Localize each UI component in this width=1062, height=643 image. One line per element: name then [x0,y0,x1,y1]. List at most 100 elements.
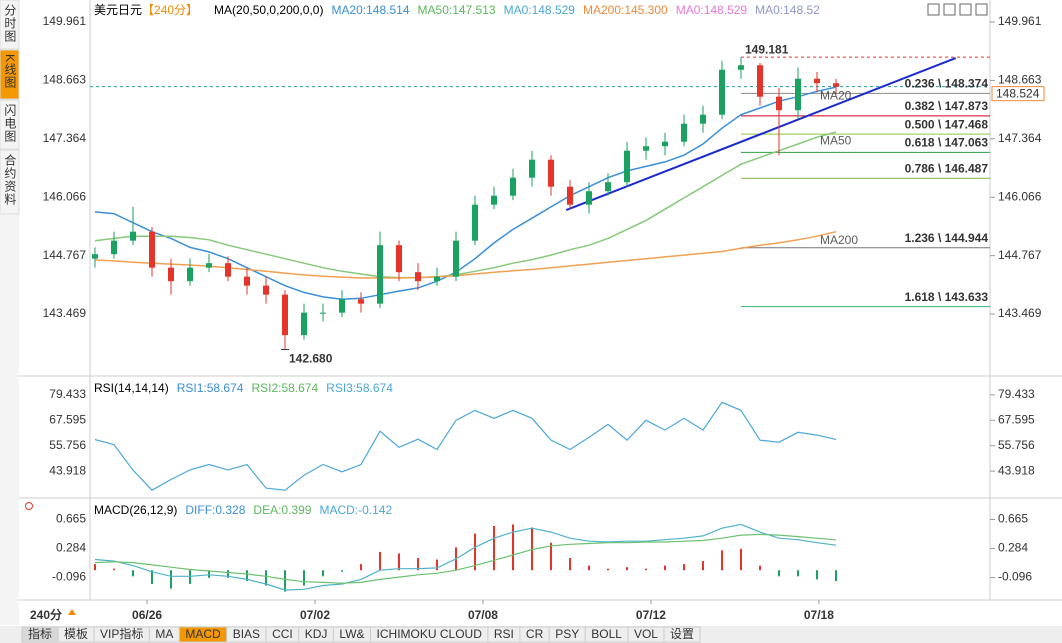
period-button[interactable]: 240分 [30,607,62,622]
macd-line [94,523,837,591]
toolbar-button[interactable]: VOL [634,627,658,641]
candle-body [434,276,440,282]
sidebar-tab-label[interactable]: 合约资料 [3,153,17,206]
candle-body [605,182,611,192]
y-tick-label: 149.961 [998,14,1042,28]
toolbar-button-bg[interactable] [663,626,701,643]
candle-body [833,83,839,87]
toolbar-button[interactable]: RSI [494,627,514,641]
period-arrow[interactable] [68,609,76,615]
sidebar-tab-label[interactable]: 分时图 [3,4,17,43]
indicator-value: RSI2:58.674 [251,381,318,395]
trendline[interactable] [565,57,957,212]
fib-label: 0.618 \ 147.063 [905,136,989,150]
candle-body [643,146,649,151]
low-label: 142.680 [289,352,333,366]
window-buttons[interactable] [927,3,988,16]
candle-body [548,159,554,187]
sidebar-tab[interactable] [0,99,20,150]
toolbar-button[interactable]: BOLL [591,627,622,641]
indicator-value: MACD:-0.142 [319,503,392,517]
sidebar-tab[interactable] [0,149,20,215]
candle-body [776,96,782,111]
indicator-value: RSI3:58.674 [326,381,393,395]
candle-body [415,272,421,282]
toolbar-button[interactable]: BIAS [233,627,260,641]
candle-body [282,294,288,336]
ma-line [94,86,837,300]
button[interactable] [975,3,988,16]
ma-label: MA200 [820,233,858,247]
x-tick-label: 07/08 [468,608,498,622]
fib-label: 1.236 \ 144.944 [905,231,989,245]
y-tick-label: -0.096 [52,570,86,584]
toolbar-button[interactable]: MACD [185,627,221,641]
candle-body [567,186,573,205]
y-tick-label: 43.918 [49,463,86,477]
candle-body [795,78,801,111]
button[interactable] [943,3,956,16]
candle-body [263,285,269,295]
candle-body [377,245,383,304]
high-label: 149.181 [745,42,789,56]
sidebar-tab[interactable] [0,49,20,100]
toolbar-button[interactable]: 指标 [28,626,52,641]
y-tick-label: 149.961 [43,14,87,28]
toolbar-button[interactable]: 模板 [64,627,88,641]
button[interactable] [927,3,940,16]
toolbar-button[interactable]: ICHIMOKU CLOUD [377,627,483,641]
candle-body [320,312,326,314]
y-tick-label: 55.756 [998,438,1035,452]
y-tick-label: 144.767 [43,248,87,262]
candle-body [738,65,744,70]
y-tick-label: 143.469 [43,306,87,320]
y-tick-label: 67.595 [998,412,1035,426]
candle-body [814,78,820,84]
y-tick-label: 0.665 [998,512,1028,526]
y-tick-label: 147.364 [43,131,87,145]
fib-label: 0.236 \ 148.374 [905,77,989,91]
candle-body [168,267,174,282]
indicator-name: MACD(26,12,9) [94,503,177,517]
candle-body [396,245,402,273]
y-tick-label: 79.433 [49,387,86,401]
toolbar-button[interactable]: CR [526,627,544,641]
y-tick-label: 146.066 [998,189,1042,203]
toolbar-button[interactable]: PSY [555,627,579,641]
indicator-value: DIFF:0.328 [185,503,245,517]
sidebar-tab[interactable] [0,0,20,50]
toolbar-button[interactable]: VIP指标 [100,626,143,641]
sidebar-tab-label[interactable]: K线图 [3,54,17,89]
y-tick-label: -0.096 [998,570,1032,584]
fib-label: 1.618 \ 143.633 [905,290,989,304]
candle-body [491,195,497,205]
toolbar-button[interactable]: KDJ [305,627,328,641]
y-tick-label: 148.663 [43,73,87,87]
indicator-value: MA200:145.300 [583,3,668,17]
candle-body [510,177,516,196]
period: 【240分】 [142,3,198,17]
button[interactable] [959,3,972,16]
indicator-name: RSI(14,14,14) [94,381,169,395]
settings-icon[interactable] [25,502,33,510]
candle-body [301,312,307,336]
ma-label: MA20 [820,88,852,102]
y-tick-label: 0.284 [998,541,1028,555]
indicator-value: MA0:148.529 [504,3,576,17]
sidebar-tab-label[interactable]: 闪电图 [3,104,17,143]
indicator-value: MA50:147.513 [418,3,496,17]
candle-body [586,191,592,205]
candle-body [130,231,136,241]
toolbar-button[interactable]: LW& [339,627,364,641]
candle-body [624,150,630,183]
y-tick-label: 55.756 [49,438,86,452]
toolbar-button[interactable]: MA [155,627,173,641]
y-tick-label: 148.663 [998,73,1042,87]
toolbar-button[interactable]: 设置 [670,627,694,641]
toolbar-button[interactable]: CCI [272,627,293,641]
indicator-value: RSI1:58.674 [177,381,244,395]
y-tick-label: 143.469 [998,306,1042,320]
symbol: 美元日元 [94,3,142,17]
panel-header: RSI(14,14,14) RSI1:58.674 RSI2:58.674 RSI3:… [94,381,393,395]
fib-label: 0.382 \ 147.873 [905,99,989,113]
